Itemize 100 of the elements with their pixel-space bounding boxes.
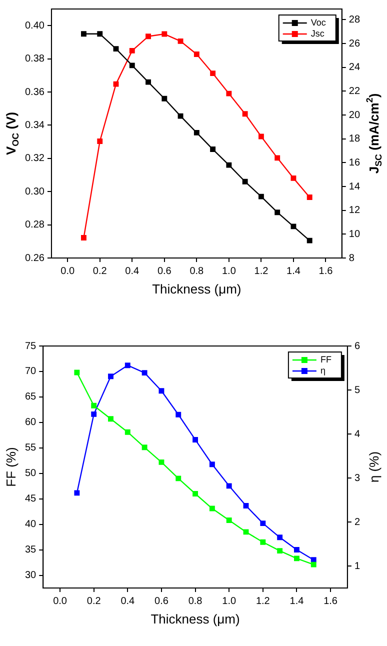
x-tick-label: 1.4	[286, 266, 301, 277]
point	[209, 506, 215, 512]
x-tick-label: 0.6	[154, 596, 169, 607]
y2-axis-title: η (%)	[366, 451, 382, 483]
point	[290, 224, 296, 230]
x-tick-label: 0.0	[53, 596, 68, 607]
y-tick-label: 75	[25, 340, 37, 352]
y2-tick-label: 3	[354, 472, 360, 484]
point	[210, 146, 216, 152]
point	[194, 52, 200, 57]
point	[290, 175, 296, 181]
point	[91, 402, 97, 408]
y-tick-label: 0.38	[24, 54, 45, 65]
point	[162, 31, 168, 37]
x-tick-label: 1.6	[324, 596, 338, 607]
point	[277, 548, 283, 554]
point	[260, 539, 266, 545]
y2-tick-label: 22	[348, 86, 360, 97]
point	[242, 111, 248, 117]
point	[97, 138, 103, 144]
y-tick-label: 0.32	[24, 153, 45, 164]
y-tick-label: 60	[25, 417, 37, 428]
x-tick-label: 1.6	[318, 266, 334, 277]
point	[108, 374, 114, 380]
point	[277, 534, 283, 540]
y-tick-label: 0.30	[24, 186, 45, 198]
y2-tick-label: 8	[348, 252, 355, 264]
y2-tick-label: 6	[354, 340, 360, 352]
point	[146, 79, 151, 85]
y2-tick-label: 1	[354, 560, 360, 572]
y2-tick-label: 16	[348, 157, 360, 168]
y-tick-label: 0.26	[24, 252, 45, 264]
y2-axis-title: JSC (mA/cm2)	[364, 93, 384, 174]
y-tick-label: 50	[25, 468, 37, 480]
point	[108, 416, 114, 422]
y2-tick-label: 14	[348, 181, 360, 192]
point	[142, 444, 148, 450]
point	[260, 520, 266, 526]
point	[210, 70, 216, 76]
y2-tick-label: 26	[348, 38, 360, 50]
point	[81, 235, 86, 240]
x-tick-label: 0.0	[60, 266, 75, 277]
legend-label: Voc	[310, 17, 326, 28]
y-tick-label: 30	[25, 570, 37, 582]
y2-tick-label: 18	[348, 134, 360, 145]
point	[258, 134, 264, 140]
y2-tick-label: 20	[348, 110, 360, 121]
point	[176, 412, 182, 418]
y-tick-label: 40	[25, 519, 37, 530]
point	[74, 370, 80, 376]
point	[124, 362, 130, 368]
point	[226, 90, 232, 96]
point	[158, 459, 164, 465]
x-axis-title: Thickness (μm)	[152, 282, 242, 297]
x-tick-label: 0.2	[92, 266, 108, 277]
y-tick-label: 35	[25, 544, 37, 556]
point	[226, 518, 232, 523]
x-tick-label: 1.0	[222, 596, 236, 607]
point	[243, 503, 249, 508]
point	[74, 490, 80, 496]
point	[97, 31, 103, 37]
x-axis-title: Thickness (μm)	[150, 612, 240, 627]
y-tick-label: 55	[25, 442, 37, 454]
x-tick-label: 0.4	[120, 596, 136, 607]
point	[306, 238, 312, 244]
point	[124, 429, 130, 435]
x-tick-label: 1.2	[254, 266, 269, 277]
x-tick-label: 1.2	[256, 596, 270, 607]
point	[129, 48, 135, 54]
point	[81, 31, 86, 37]
point	[192, 491, 198, 496]
point	[192, 437, 198, 442]
point	[178, 113, 184, 119]
point	[146, 34, 151, 40]
legend-label: Jsc	[310, 28, 325, 38]
point	[178, 38, 184, 44]
point	[142, 370, 148, 376]
y-tick-label: 45	[25, 494, 37, 505]
point	[310, 557, 316, 563]
point	[242, 178, 248, 184]
point	[176, 476, 182, 482]
x-tick-label: 1.0	[222, 266, 236, 277]
point	[310, 562, 316, 568]
point	[226, 483, 232, 489]
y-tick-label: 0.40	[24, 20, 45, 32]
x-tick-label: 0.4	[125, 266, 140, 277]
x-tick-label: 1.4	[290, 596, 304, 607]
x-tick-label: 0.8	[190, 266, 204, 277]
y-tick-label: 65	[25, 392, 37, 403]
x-tick-label: 0.2	[86, 596, 102, 607]
y-tick-label: 70	[25, 366, 37, 378]
legend-label: η	[320, 365, 326, 376]
point	[274, 155, 280, 161]
y2-tick-label: 2	[354, 516, 360, 528]
y-tick-label: 0.34	[24, 120, 45, 131]
y-tick-label: 0.36	[24, 86, 45, 98]
legend-label: FF	[320, 354, 332, 364]
y2-tick-label: 10	[348, 228, 360, 240]
point	[209, 462, 215, 468]
y2-tick-label: 24	[348, 62, 360, 74]
